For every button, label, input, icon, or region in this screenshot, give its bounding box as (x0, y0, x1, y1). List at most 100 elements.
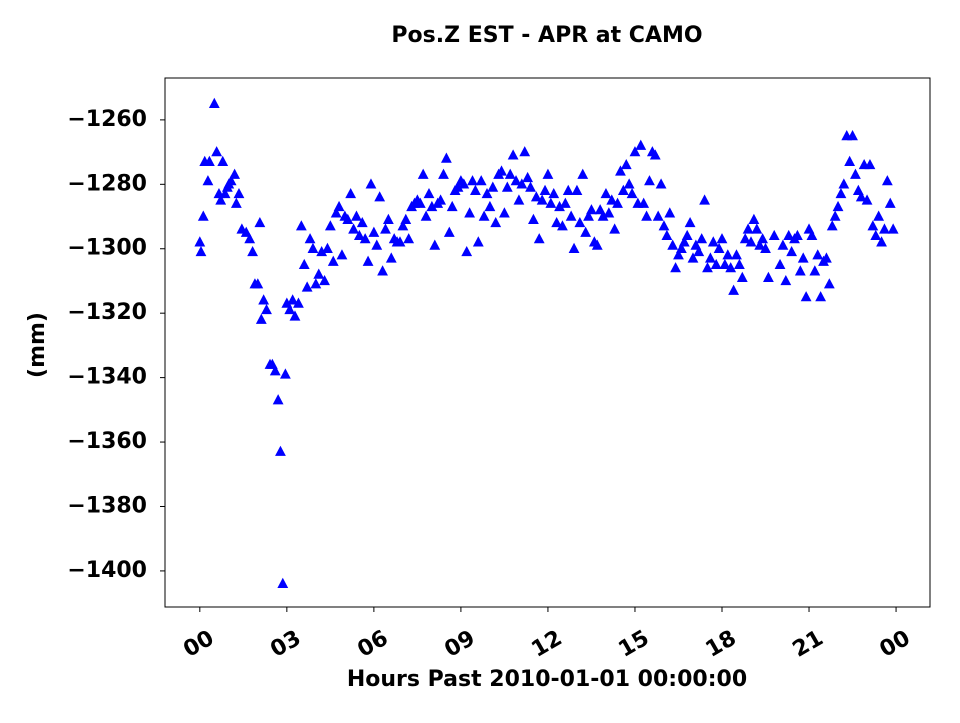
data-point (722, 249, 734, 260)
data-point (861, 194, 873, 205)
data-point (751, 223, 763, 234)
data-point (864, 158, 876, 170)
data-point (403, 233, 415, 244)
data-point (884, 197, 896, 208)
data-point (487, 181, 499, 192)
data-point (783, 229, 795, 241)
data-point (644, 175, 655, 186)
data-point (580, 226, 592, 237)
data-point (443, 226, 455, 237)
data-point (219, 187, 231, 199)
data-point (739, 233, 751, 244)
data-point (626, 187, 638, 199)
data-point (612, 197, 623, 208)
data-point (681, 229, 693, 241)
data-point (829, 210, 841, 221)
data-point (710, 258, 722, 270)
data-point (609, 223, 621, 234)
data-point (629, 146, 641, 157)
data-point (504, 168, 516, 179)
data-point (734, 258, 745, 270)
data-point (371, 239, 383, 250)
data-point (261, 303, 272, 315)
data-point (847, 129, 858, 141)
y-tick-label: −1280 (67, 171, 147, 196)
data-point (244, 233, 256, 244)
data-point (233, 187, 245, 199)
data-point (641, 210, 652, 221)
data-point (484, 200, 496, 212)
data-point (446, 200, 458, 212)
data-point (554, 200, 565, 212)
data-point (304, 233, 316, 244)
data-point (684, 216, 696, 228)
data-point (809, 265, 821, 276)
data-point (365, 178, 377, 189)
data-point (620, 158, 632, 170)
data-point (826, 220, 838, 231)
data-point (522, 171, 534, 183)
data-point (760, 242, 771, 253)
data-point (516, 178, 528, 189)
data-point (197, 210, 209, 221)
data-point (774, 258, 786, 270)
data-point (551, 216, 563, 228)
data-point (768, 229, 780, 241)
data-point (792, 229, 803, 241)
data-point (777, 239, 789, 250)
data-point (481, 187, 493, 199)
data-point (279, 368, 291, 379)
data-point (333, 200, 345, 212)
data-point (565, 210, 577, 221)
data-point (461, 245, 473, 257)
data-point (655, 178, 667, 189)
data-point (559, 197, 571, 208)
data-point (597, 210, 609, 221)
data-point (211, 146, 223, 157)
data-point (832, 200, 844, 212)
data-point (786, 245, 798, 257)
data-point (324, 220, 336, 231)
chart-title: Pos.Z EST - APR at CAMO (391, 23, 702, 48)
data-point (400, 213, 412, 224)
y-tick-label: −1260 (67, 107, 147, 132)
data-point (528, 213, 539, 224)
data-point (707, 236, 719, 247)
data-point (342, 213, 354, 224)
data-point (452, 181, 464, 192)
data-point (426, 200, 438, 212)
data-point (623, 178, 635, 189)
data-point (539, 184, 551, 195)
data-point (838, 178, 850, 189)
data-point (548, 187, 560, 199)
data-point (533, 233, 545, 244)
data-point (380, 223, 391, 234)
data-point (763, 271, 774, 282)
data-point (289, 310, 301, 321)
data-point (652, 210, 664, 221)
data-point (806, 229, 818, 241)
data-point (603, 207, 615, 218)
data-point (586, 204, 597, 215)
data-point (501, 181, 513, 192)
data-point (277, 577, 289, 589)
data-point (675, 242, 687, 253)
data-point (467, 175, 478, 186)
data-point (812, 249, 824, 260)
data-point (670, 262, 681, 273)
data-point (310, 278, 322, 289)
data-point (348, 223, 359, 234)
data-point (330, 207, 342, 218)
data-point (757, 233, 769, 244)
data-point (464, 207, 476, 218)
data-point (713, 242, 725, 253)
data-point (359, 233, 371, 244)
x-axis-label: Hours Past 2010-01-01 00:00:00 (347, 667, 747, 692)
data-point (745, 236, 757, 247)
data-point (255, 313, 267, 324)
data-point (507, 149, 519, 160)
data-point (562, 184, 574, 195)
data-point (615, 165, 626, 176)
data-point (194, 236, 206, 247)
